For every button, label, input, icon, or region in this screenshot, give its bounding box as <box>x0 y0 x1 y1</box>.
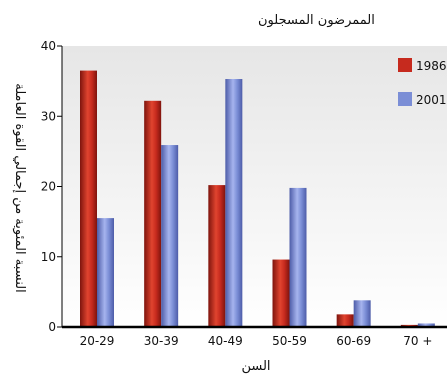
y-tick-label: 0 <box>48 320 56 334</box>
plot-background <box>62 46 447 328</box>
y-tick-label: 40 <box>41 39 56 53</box>
chart-title: الممرضون المسجلون <box>258 13 375 28</box>
bar-1986-30-39 <box>144 100 162 327</box>
bar-1986-50-59 <box>272 259 290 327</box>
x-tick-label: 60-69 <box>336 334 371 348</box>
y-axis: 0 10 20 30 40 <box>41 39 63 334</box>
bar-2001-70 <box>417 323 435 327</box>
bar-2001-40-49 <box>225 79 243 327</box>
bar-2001-20-29 <box>97 218 114 327</box>
bar-1986-20-29 <box>80 70 97 328</box>
x-tick-label: 20-29 <box>80 334 115 348</box>
bar-2001-30-39 <box>161 145 179 327</box>
x-axis: 20-29 30-39 40-49 50-59 60-69 70 + <box>80 334 433 348</box>
x-tick-label: 50-59 <box>272 334 307 348</box>
x-tick-label: 70 + <box>403 334 432 348</box>
bar-1986-60-69 <box>336 314 354 327</box>
x-tick-label: 40-49 <box>208 334 243 348</box>
x-tick-label: 30-39 <box>144 334 179 348</box>
y-tick-label: 30 <box>41 109 56 123</box>
legend-swatch-2001 <box>398 92 412 106</box>
y-tick-label: 10 <box>41 250 56 264</box>
y-tick-label: 20 <box>41 180 56 194</box>
y-axis-label: النسبة المئوية من إجمالي القوة العاملة <box>12 83 27 292</box>
bar-2001-50-59 <box>289 187 307 327</box>
bar-1986-40-49 <box>208 185 226 327</box>
legend: 1986 2001 <box>398 58 447 107</box>
legend-label-1986: 1986 <box>416 59 447 73</box>
legend-swatch-1986 <box>398 58 412 72</box>
legend-label-2001: 2001 <box>416 93 447 107</box>
x-axis-label: السن <box>241 359 270 374</box>
bar-2001-60-69 <box>353 300 371 327</box>
